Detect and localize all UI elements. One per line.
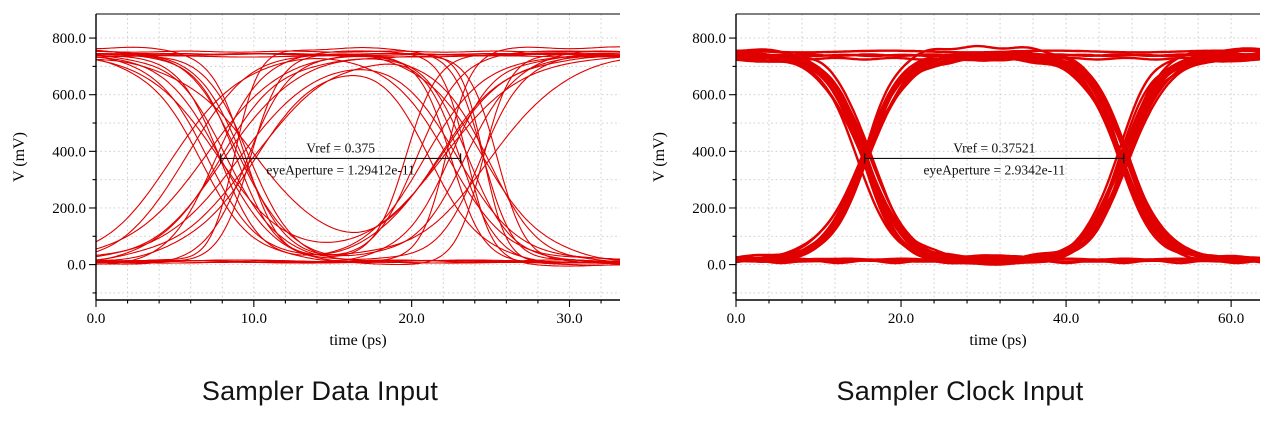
y-tick-label: 200.0 bbox=[52, 201, 86, 217]
eye-trace bbox=[96, 53, 620, 260]
eye-trace bbox=[736, 56, 1260, 262]
eye-trace bbox=[736, 53, 1260, 260]
eye-trace bbox=[96, 53, 620, 261]
eye-trace bbox=[736, 54, 1260, 261]
axes: 0.0 200.0 400.0 600.0 800.0 0.0 20.0 40.0 60.0 bbox=[692, 13, 1260, 327]
x-tick-label: 20.0 bbox=[399, 311, 425, 327]
x-tick-label: 60.0 bbox=[1218, 311, 1244, 327]
eye-trace bbox=[96, 54, 620, 256]
x-tick-label: 40.0 bbox=[1053, 311, 1079, 327]
panel-sampler-data: 0.0 200.0 400.0 600.0 800.0 0.0 10.0 20.0 30.0 V … bbox=[0, 0, 640, 407]
panel-sampler-clock: 0.0 200.0 400.0 600.0 800.0 0.0 20.0 40.0 60.0 V … bbox=[640, 0, 1280, 407]
x-axis-label: time (ps) bbox=[969, 332, 1026, 349]
y-tick-label: 0.0 bbox=[707, 258, 726, 274]
eye-trace bbox=[96, 55, 620, 58]
eye-trace bbox=[96, 56, 620, 233]
eye-aperture-label: eyeAperture = 1.29412e-11 bbox=[266, 162, 414, 177]
eye-trace bbox=[736, 53, 1260, 262]
y-tick-label: 600.0 bbox=[52, 88, 86, 104]
y-tick-label: 200.0 bbox=[692, 201, 726, 217]
eye-trace bbox=[736, 54, 1260, 261]
eye-trace bbox=[96, 55, 620, 264]
x-tick-label: 20.0 bbox=[888, 311, 914, 327]
eye-trace bbox=[736, 52, 1260, 260]
y-axis-label: V (mV) bbox=[11, 132, 28, 182]
x-tick-label: 0.0 bbox=[87, 311, 106, 327]
eye-trace bbox=[736, 56, 1260, 61]
y-tick-label: 0.0 bbox=[67, 258, 86, 274]
x-tick-label: 10.0 bbox=[241, 311, 267, 327]
eye-trace bbox=[96, 53, 620, 256]
eye-diagram-figure: 0.0 200.0 400.0 600.0 800.0 0.0 10.0 20.0 30.0 V … bbox=[0, 0, 1280, 407]
y-tick-label: 800.0 bbox=[52, 31, 86, 47]
eye-trace bbox=[736, 57, 1260, 263]
eye-trace bbox=[736, 50, 1260, 264]
eye-trace bbox=[96, 58, 620, 263]
axes: 0.0 200.0 400.0 600.0 800.0 0.0 10.0 20.0 30.0 bbox=[52, 13, 620, 327]
eye-trace bbox=[96, 47, 620, 263]
y-tick-label: 400.0 bbox=[692, 144, 726, 160]
eye-trace bbox=[736, 56, 1260, 263]
eye-trace bbox=[736, 49, 1260, 54]
eye-trace bbox=[736, 52, 1260, 263]
eye-trace bbox=[736, 51, 1260, 261]
eye-trace bbox=[736, 51, 1260, 262]
eye-diagram-data-input: 0.0 200.0 400.0 600.0 800.0 0.0 10.0 20.0 30.0 V … bbox=[11, 13, 620, 349]
eye-trace bbox=[736, 54, 1260, 261]
eye-trace bbox=[736, 53, 1260, 58]
eye-trace bbox=[96, 259, 620, 263]
eye-trace bbox=[736, 53, 1260, 260]
eye-trace bbox=[96, 50, 620, 53]
eye-trace bbox=[736, 56, 1260, 262]
eye-diagram-clock-input: 0.0 200.0 400.0 600.0 800.0 0.0 20.0 40.0 60.0 V … bbox=[651, 13, 1260, 349]
eye-trace bbox=[96, 53, 620, 56]
eye-trace bbox=[736, 56, 1260, 260]
y-tick-label: 800.0 bbox=[692, 31, 726, 47]
vref-label: Vref = 0.37521 bbox=[953, 140, 1035, 155]
x-tick-label: 30.0 bbox=[556, 311, 582, 327]
y-axis-label: V (mV) bbox=[651, 132, 668, 182]
y-tick-label: 400.0 bbox=[52, 144, 86, 160]
eye-trace bbox=[736, 53, 1260, 260]
panel-title-clock: Sampler Clock Input bbox=[836, 376, 1084, 406]
eye-trace bbox=[736, 54, 1260, 260]
x-axis-label: time (ps) bbox=[329, 332, 386, 349]
x-tick-label: 0.0 bbox=[727, 311, 746, 327]
eye-trace bbox=[736, 58, 1260, 265]
eye-trace bbox=[736, 52, 1260, 262]
eye-trace bbox=[96, 54, 620, 262]
eye-aperture-label: eyeAperture = 2.9342e-11 bbox=[923, 162, 1065, 177]
eye-trace bbox=[96, 259, 620, 263]
eye-trace bbox=[96, 75, 620, 264]
eye-aperture-annotation: Vref = 0.375 eyeAperture = 1.29412e-11 bbox=[220, 140, 462, 177]
eye-trace bbox=[96, 56, 620, 243]
y-tick-label: 600.0 bbox=[692, 88, 726, 104]
eye-trace bbox=[736, 56, 1260, 263]
eye-trace bbox=[736, 56, 1260, 266]
eye-trace bbox=[96, 69, 620, 260]
eye-trace bbox=[736, 259, 1260, 265]
panel-title-data: Sampler Data Input bbox=[201, 376, 439, 406]
vref-label: Vref = 0.375 bbox=[306, 140, 375, 155]
eye-aperture-annotation: Vref = 0.37521 eyeAperture = 2.9342e-11 bbox=[864, 140, 1125, 177]
eye-trace bbox=[736, 52, 1260, 261]
eye-traces bbox=[96, 46, 620, 267]
eye-traces bbox=[736, 44, 1260, 266]
eye-trace bbox=[736, 257, 1260, 261]
eye-trace bbox=[96, 55, 620, 255]
